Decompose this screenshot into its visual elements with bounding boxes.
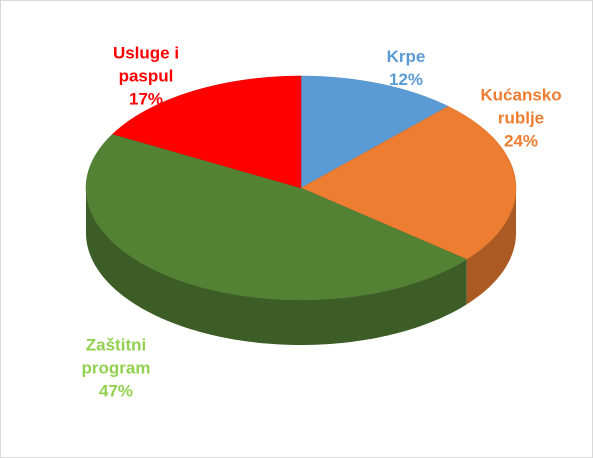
- value-label: 17%: [128, 89, 164, 109]
- category-label: Zaštitni program: [81, 335, 151, 378]
- slice: [300, 75, 449, 189]
- value-label: 47%: [98, 381, 134, 401]
- value-label: 12%: [388, 70, 424, 89]
- slice-side: [86, 188, 467, 345]
- slice-side: [466, 188, 516, 305]
- slice: [300, 106, 517, 260]
- category-label: Krpe: [386, 47, 426, 66]
- category-label: Usluge i paspul: [112, 43, 180, 86]
- slice: [112, 75, 302, 189]
- value-label: 24%: [503, 131, 539, 151]
- data-label: Zaštitni program 47%: [61, 334, 171, 403]
- data-label: Kućansko rublje 24%: [466, 84, 576, 153]
- category-label: Kućansko rublje: [480, 85, 562, 128]
- data-label: Usluge i paspul 17%: [91, 42, 201, 111]
- slice: [85, 133, 468, 301]
- data-label: Krpe 12%: [351, 45, 461, 91]
